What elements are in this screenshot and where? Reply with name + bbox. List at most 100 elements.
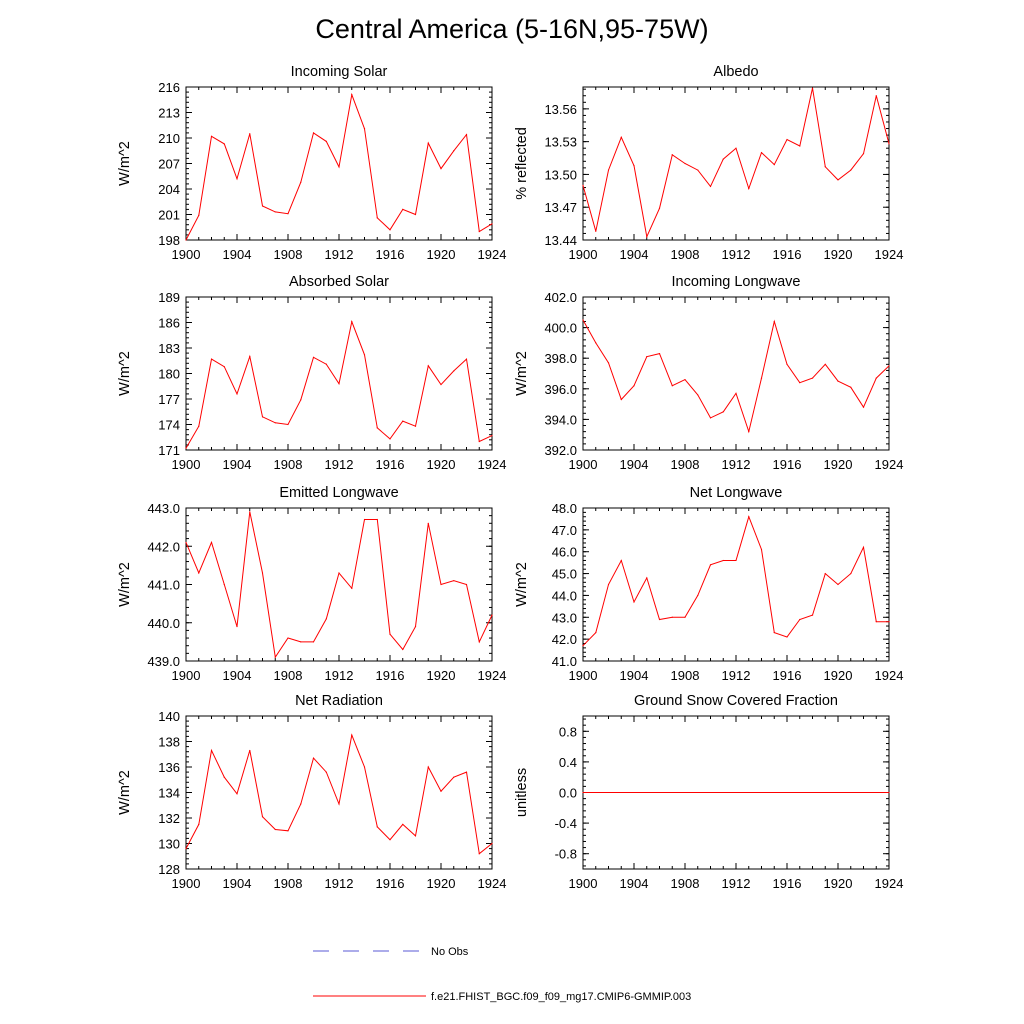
y-tick-label: 0.0 bbox=[559, 786, 577, 801]
data-point bbox=[658, 618, 661, 621]
x-tick-label: 1916 bbox=[773, 668, 802, 683]
chart-title: Net Radiation bbox=[295, 693, 383, 709]
data-point bbox=[620, 559, 622, 562]
x-tick-label: 1904 bbox=[223, 668, 252, 683]
data-point bbox=[633, 601, 635, 603]
x-tick-label: 1912 bbox=[722, 876, 751, 891]
data-point bbox=[338, 572, 340, 574]
data-point bbox=[210, 358, 213, 360]
data-point bbox=[465, 583, 468, 586]
y-tick-label: 13.50 bbox=[544, 167, 577, 182]
x-tick-label: 1916 bbox=[376, 247, 405, 262]
data-point bbox=[351, 321, 353, 323]
x-tick-label: 1904 bbox=[620, 247, 649, 262]
data-point bbox=[236, 793, 238, 795]
chart-title: Emitted Longwave bbox=[279, 485, 398, 501]
data-point bbox=[658, 207, 661, 209]
data-point bbox=[402, 420, 404, 422]
chart-title: Incoming Longwave bbox=[672, 274, 801, 290]
x-tick-label: 1908 bbox=[671, 247, 700, 262]
data-point bbox=[607, 169, 610, 171]
data-point bbox=[837, 380, 839, 382]
data-point bbox=[414, 425, 417, 427]
y-tick-label: 210 bbox=[158, 131, 180, 146]
x-tick-label: 1916 bbox=[773, 876, 802, 891]
data-point bbox=[735, 559, 737, 562]
data-point bbox=[607, 583, 610, 586]
data-point bbox=[351, 587, 353, 589]
data-point bbox=[748, 431, 750, 433]
chart-panel-5: Emitted Longwave W/m^2 1900 1904 1908 1912 191… bbox=[117, 485, 506, 683]
data-point bbox=[646, 577, 648, 579]
x-tick-label: 1924 bbox=[478, 668, 507, 683]
data-point bbox=[491, 614, 493, 616]
data-point bbox=[389, 839, 391, 841]
data-point bbox=[888, 365, 890, 367]
y-tick-label: 0.4 bbox=[559, 755, 577, 770]
data-point bbox=[198, 214, 200, 216]
data-point bbox=[440, 383, 442, 386]
data-point bbox=[312, 757, 315, 759]
data-point bbox=[287, 830, 289, 832]
y-tick-label: 130 bbox=[158, 837, 180, 852]
x-tick-label: 1912 bbox=[325, 457, 354, 472]
data-point bbox=[735, 392, 737, 394]
data-point bbox=[773, 163, 775, 166]
data-point bbox=[223, 143, 225, 145]
y-tick-label: 48.0 bbox=[552, 501, 577, 516]
legend: No Obs f.e21.FHIST_BGC.f09_f09_mg17.CMIP… bbox=[313, 946, 691, 1003]
data-point bbox=[312, 641, 315, 643]
chart-title: Absorbed Solar bbox=[289, 274, 389, 290]
x-tick-label: 1920 bbox=[427, 247, 456, 262]
data-point bbox=[389, 633, 391, 635]
data-point bbox=[249, 511, 251, 513]
y-axis-label: W/m^2 bbox=[514, 562, 530, 607]
data-point bbox=[824, 572, 826, 575]
data-point bbox=[325, 363, 327, 365]
series-line bbox=[185, 319, 493, 449]
data-point bbox=[427, 365, 429, 367]
data-point bbox=[748, 188, 750, 190]
data-point bbox=[389, 438, 391, 440]
y-tick-label: 13.56 bbox=[544, 102, 577, 117]
data-point bbox=[236, 625, 238, 628]
x-tick-label: 1912 bbox=[722, 457, 751, 472]
data-point bbox=[453, 370, 455, 372]
y-tick-label: 43.0 bbox=[552, 610, 577, 625]
data-point bbox=[799, 618, 801, 621]
x-tick-label: 1916 bbox=[376, 876, 405, 891]
data-point bbox=[338, 383, 340, 385]
data-point bbox=[300, 181, 302, 183]
y-axis-label: W/m^2 bbox=[117, 351, 133, 396]
x-tick-label: 1900 bbox=[569, 668, 598, 683]
data-point bbox=[300, 803, 302, 805]
data-point bbox=[491, 223, 493, 225]
data-point bbox=[607, 362, 610, 364]
data-point bbox=[850, 572, 852, 575]
data-point bbox=[748, 516, 750, 518]
x-tick-label: 1916 bbox=[376, 668, 405, 683]
data-point bbox=[223, 776, 225, 778]
x-tick-label: 1920 bbox=[824, 876, 853, 891]
data-point bbox=[440, 790, 442, 792]
data-point bbox=[236, 393, 238, 395]
series-line bbox=[185, 733, 493, 855]
y-tick-label: 402.0 bbox=[544, 290, 577, 305]
data-point bbox=[287, 637, 289, 639]
x-tick-label: 1900 bbox=[172, 457, 201, 472]
data-point bbox=[646, 236, 648, 238]
legend-model-label: f.e21.FHIST_BGC.f09_f09_mg17.CMIP6-GMMIP… bbox=[431, 991, 691, 1003]
y-tick-label: 201 bbox=[158, 208, 180, 223]
data-point bbox=[697, 394, 699, 396]
chart-title: Net Longwave bbox=[690, 485, 783, 501]
y-tick-label: 138 bbox=[158, 735, 180, 750]
x-tick-label: 1920 bbox=[427, 876, 456, 891]
data-point bbox=[582, 184, 584, 186]
y-tick-label: 394.0 bbox=[544, 412, 577, 427]
data-point bbox=[633, 165, 635, 167]
x-tick-label: 1920 bbox=[427, 668, 456, 683]
x-tick-label: 1904 bbox=[620, 457, 649, 472]
data-point bbox=[786, 636, 788, 638]
data-point bbox=[440, 583, 442, 586]
data-point bbox=[875, 377, 877, 379]
